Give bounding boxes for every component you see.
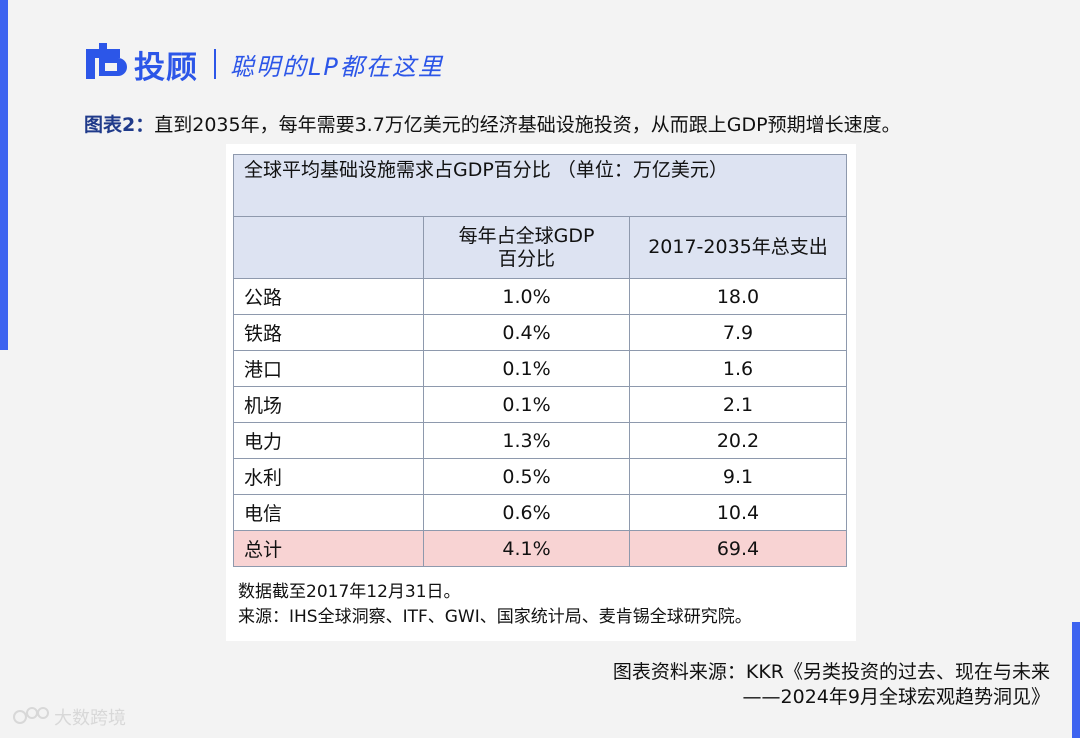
row-sector: 电信 (233, 494, 424, 531)
header-pct-line1: 每年占全球GDP (458, 224, 595, 247)
watermark: 大数跨境 (12, 704, 126, 730)
row-total: 18.0 (629, 278, 847, 315)
row-total: 7.9 (629, 314, 847, 351)
page-header: 投顾 聪明的LP都在这里 (84, 40, 444, 88)
header-divider (214, 49, 216, 79)
right-accent-bar (1072, 622, 1080, 738)
source-line-2: ——2024年9月全球宏观趋势洞见》 (742, 686, 1050, 708)
figure-caption: 图表2：直到2035年，每年需要3.7万亿美元的经济基础设施投资，从而跟上GDP… (84, 110, 901, 137)
chart-source: 图表资料来源：KKR《另类投资的过去、现在与未来 ——2024年9月全球宏观趋势… (613, 660, 1050, 710)
row-total: 2.1 (629, 386, 847, 423)
row-total: 9.1 (629, 458, 847, 495)
table-row: 机场 0.1% 2.1 (233, 386, 847, 423)
table-title-row: 全球平均基础设施需求占GDP百分比 （单位：万亿美元） (233, 154, 847, 217)
caption-text: 直到2035年，每年需要3.7万亿美元的经济基础设施投资，从而跟上GDP预期增长… (154, 114, 901, 136)
table-header-row: 每年占全球GDP 百分比 2017-2035年总支出 (233, 216, 847, 279)
infrastructure-table: 全球平均基础设施需求占GDP百分比 （单位：万亿美元） 每年占全球GDP 百分比… (233, 154, 847, 567)
row-sector: 铁路 (233, 314, 424, 351)
row-total: 1.6 (629, 350, 847, 387)
caption-label: 图表2： (84, 114, 155, 136)
watermark-text: 大数跨境 (54, 708, 126, 729)
total-amount: 69.4 (629, 530, 847, 567)
table-title: 全球平均基础设施需求占GDP百分比 （单位：万亿美元） (233, 154, 847, 217)
row-sector: 水利 (233, 458, 424, 495)
row-pct: 0.5% (423, 458, 630, 495)
table-row: 公路 1.0% 18.0 (233, 278, 847, 315)
date-note: 数据截至2017年12月31日。 (238, 582, 461, 602)
brand-slogan: 聪明的LP都在这里 (230, 52, 444, 81)
table-row: 港口 0.1% 1.6 (233, 350, 847, 387)
total-pct: 4.1% (423, 530, 630, 567)
table-row: 电力 1.3% 20.2 (233, 422, 847, 459)
header-total: 2017-2035年总支出 (629, 216, 847, 279)
row-total: 10.4 (629, 494, 847, 531)
row-sector: 公路 (233, 278, 424, 315)
row-sector: 电力 (233, 422, 424, 459)
total-sector: 总计 (233, 530, 424, 567)
table-row: 电信 0.6% 10.4 (233, 494, 847, 531)
row-sector: 机场 (233, 386, 424, 423)
table-row: 铁路 0.4% 7.9 (233, 314, 847, 351)
source-note: 来源：IHS全球洞察、ITF、GWI、国家统计局、麦肯锡全球研究院。 (238, 607, 752, 627)
table-notes: 数据截至2017年12月31日。 来源：IHS全球洞察、ITF、GWI、国家统计… (238, 580, 752, 630)
row-pct: 1.0% (423, 278, 630, 315)
source-line-1: 图表资料来源：KKR《另类投资的过去、现在与未来 (612, 661, 1050, 683)
row-pct: 0.1% (423, 350, 630, 387)
brand-name: 投顾 (134, 49, 198, 86)
table-card: 全球平均基础设施需求占GDP百分比 （单位：万亿美元） 每年占全球GDP 百分比… (226, 144, 856, 641)
header-sector (233, 216, 424, 279)
row-pct: 1.3% (423, 422, 630, 459)
header-pct: 每年占全球GDP 百分比 (423, 216, 630, 279)
row-pct: 0.6% (423, 494, 630, 531)
row-pct: 0.1% (423, 386, 630, 423)
row-pct: 0.4% (423, 314, 630, 351)
brand-logo-icon (86, 43, 127, 79)
table-total-row: 总计 4.1% 69.4 (233, 530, 847, 567)
header-pct-line2: 百分比 (497, 247, 555, 270)
table-row: 水利 0.5% 9.1 (233, 458, 847, 495)
row-sector: 港口 (233, 350, 424, 387)
row-total: 20.2 (629, 422, 847, 459)
left-accent-bar (0, 0, 8, 350)
watermark-logo-icon (13, 707, 49, 724)
